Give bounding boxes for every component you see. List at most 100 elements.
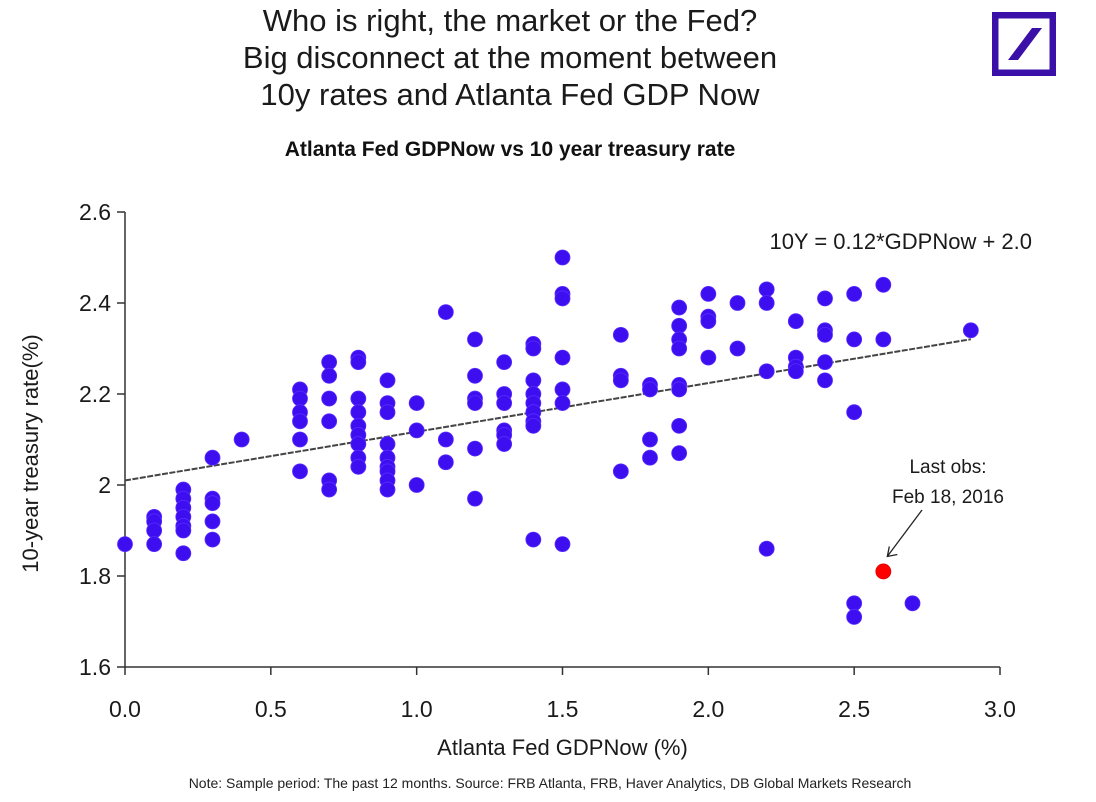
data-point (204, 513, 221, 530)
data-point (758, 363, 775, 380)
data-point (146, 522, 163, 539)
data-point (467, 440, 483, 457)
data-point (379, 436, 396, 452)
data-point (321, 481, 338, 498)
data-point (729, 295, 746, 311)
data-point (408, 422, 425, 439)
data-point (962, 322, 979, 339)
x-tick-label: 1.0 (401, 696, 433, 722)
data-point (204, 495, 221, 512)
data-point (817, 326, 833, 343)
data-point (787, 363, 804, 380)
data-point (437, 431, 454, 448)
y-tick-label: 2.6 (79, 199, 111, 225)
data-point (787, 313, 804, 330)
data-point (175, 522, 192, 539)
x-tick-label: 2.5 (838, 696, 870, 722)
headline-line-1: Who is right, the market or the Fed? (262, 3, 758, 38)
data-point (204, 531, 221, 548)
data-point (671, 317, 688, 334)
data-point (758, 281, 775, 298)
x-tick-label: 2.0 (692, 696, 724, 722)
data-point (671, 381, 688, 398)
data-point (321, 413, 338, 430)
data-point (700, 349, 717, 366)
data-point (671, 417, 688, 434)
data-point (671, 299, 688, 316)
x-tick-label: 0.5 (255, 696, 287, 722)
annotation-line-2: Feb 18, 2016 (892, 487, 1004, 508)
x-axis-title: Atlanta Fed GDPNow (%) (437, 735, 688, 760)
y-tick-label: 1.6 (79, 654, 111, 680)
points-layer (117, 249, 979, 625)
data-point (525, 372, 542, 389)
data-point (875, 276, 892, 293)
data-point (379, 372, 396, 389)
data-point (700, 285, 717, 302)
data-point (292, 463, 308, 480)
data-point (846, 609, 863, 625)
data-point (467, 331, 483, 348)
data-point (525, 340, 542, 357)
data-point (350, 404, 367, 421)
data-point (321, 354, 338, 371)
data-point (817, 372, 833, 389)
data-point (817, 290, 833, 307)
data-point (437, 304, 454, 321)
data-point (525, 531, 542, 548)
data-point (350, 390, 367, 407)
last-observation-point (875, 563, 892, 580)
data-point (292, 390, 308, 407)
data-point (700, 313, 717, 330)
headline-line-3: 10y rates and Atlanta Fed GDP Now (260, 77, 760, 112)
data-point (671, 445, 688, 462)
data-point (729, 340, 746, 357)
regression-line (124, 338, 971, 482)
deutsche-bank-logo-icon (992, 12, 1056, 76)
regression-layer (124, 338, 971, 482)
data-point (350, 354, 367, 371)
data-point (467, 490, 483, 507)
x-tick-label: 0.0 (109, 696, 141, 722)
data-point (846, 404, 863, 421)
data-point (525, 417, 542, 434)
x-tick-label: 3.0 (984, 696, 1016, 722)
data-point (292, 413, 308, 430)
regression-equation-label: 10Y = 0.12*GDPNow + 2.0 (769, 229, 1032, 254)
data-point (612, 463, 629, 480)
data-point (437, 454, 454, 471)
data-point (350, 458, 367, 475)
headline: Who is right, the market or the Fed? Big… (100, 2, 920, 113)
data-point (758, 295, 775, 311)
data-point (292, 431, 308, 448)
data-point (350, 436, 367, 452)
data-point (467, 367, 483, 384)
y-tick-label: 1.8 (79, 563, 111, 589)
data-point (642, 431, 658, 448)
data-point (554, 536, 571, 553)
annotation-line-1: Last obs: (909, 457, 986, 478)
data-point (117, 536, 133, 553)
axes: 1.6 1.8 2 2.2 2.4 2.6 0.0 0.5 1.0 1.5 2.0 2.5 3.0 (79, 199, 1016, 722)
data-point (204, 449, 221, 466)
data-point (408, 477, 425, 493)
data-point (875, 331, 892, 348)
data-point (321, 390, 338, 407)
data-point (408, 395, 425, 412)
annotation-arrow (886, 509, 923, 557)
chart-title: Atlanta Fed GDPNow vs 10 year treasury r… (284, 138, 736, 161)
data-point (817, 354, 833, 371)
data-point (904, 595, 921, 612)
data-point (379, 404, 396, 421)
data-point (846, 285, 863, 302)
data-point (496, 436, 513, 452)
data-point (642, 449, 658, 466)
data-point (175, 545, 192, 562)
headline-line-2: Big disconnect at the moment between (242, 40, 778, 75)
data-point (233, 431, 250, 448)
data-point (612, 372, 629, 389)
data-point (846, 331, 863, 348)
data-point (554, 395, 571, 412)
data-point (642, 381, 658, 398)
data-point (554, 290, 571, 307)
